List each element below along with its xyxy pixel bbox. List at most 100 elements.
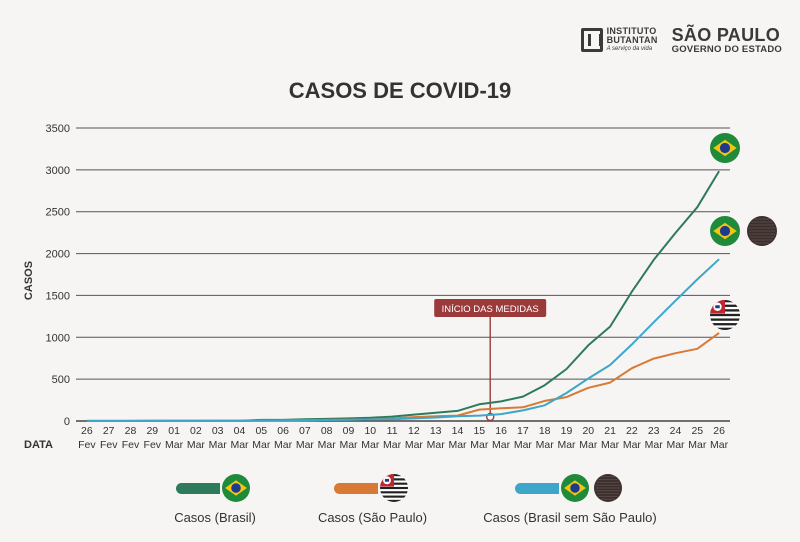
x-tick-month: Mar: [710, 439, 729, 451]
y-tick-label: 1000: [46, 332, 70, 344]
x-tick-day: 14: [452, 425, 464, 437]
sp-logo-line2: GOVERNO DO ESTADO: [671, 44, 782, 55]
x-tick-month: Mar: [209, 439, 228, 451]
legend-swatch: [176, 482, 220, 494]
x-tick-day: 06: [277, 425, 289, 437]
line-chart: 0 500 1000 1500 2000 2500 3000 3500 CASOS DATA 26 F…: [23, 123, 777, 451]
x-tick-day: 27: [103, 425, 115, 437]
x-axis-label: DATA: [24, 439, 53, 451]
brazil-flag-icon: [561, 474, 589, 502]
no-sp-flag-icon: [594, 474, 622, 502]
butantan-logo: INSTITUTO BUTANTAN A serviço da vida: [580, 25, 658, 54]
x-tick-day: 09: [343, 425, 355, 437]
y-tick-label: 2500: [46, 207, 70, 219]
legend-swatch: [333, 482, 378, 494]
x-tick-day: 10: [364, 425, 376, 437]
no-sp-flag-icon: [747, 216, 777, 246]
x-tick-month: Mar: [274, 439, 293, 451]
x-tick-month: Mar: [666, 439, 685, 451]
x-tick-day: 15: [473, 425, 485, 437]
x-tick-month: Mar: [361, 439, 380, 451]
x-tick-day: 04: [234, 425, 246, 437]
x-tick-month: Fev: [122, 439, 140, 451]
legend-label-sao-paulo: Casos (São Paulo): [317, 510, 428, 525]
x-tick-month: Mar: [601, 439, 620, 451]
x-tick-day: 03: [212, 425, 224, 437]
x-tick-month: Mar: [383, 439, 402, 451]
y-tick-label: 3500: [46, 123, 70, 135]
x-tick-month: Mar: [536, 439, 555, 451]
x-tick-day: 20: [582, 425, 594, 437]
legend-item-sao-paulo: Casos (São Paulo): [300, 472, 445, 525]
x-tick-day: 26: [81, 425, 93, 437]
x-tick-month: Mar: [427, 439, 446, 451]
butantan-mark-icon: [580, 28, 603, 53]
brazil-flag-icon: [222, 474, 250, 502]
y-axis-label: CASOS: [23, 261, 35, 300]
y-tick-label: 500: [52, 374, 70, 386]
y-tick-label: 2000: [46, 249, 70, 261]
sp-government-logo: SÃO PAULO GOVERNO DO ESTADO: [672, 26, 782, 55]
x-tick-month: Mar: [165, 439, 184, 451]
x-tick-month: Fev: [100, 439, 118, 451]
x-tick-day: 22: [626, 425, 638, 437]
x-tick-day: 12: [408, 425, 420, 437]
legend-label-brasil: Casos (Brasil): [174, 510, 256, 525]
x-tick-month: Mar: [492, 439, 511, 451]
x-tick-month: Mar: [187, 439, 206, 451]
y-tick-label: 0: [64, 416, 70, 428]
x-tick-day: 07: [299, 425, 311, 437]
x-tick-day: 02: [190, 425, 202, 437]
legend-icons: [379, 474, 408, 502]
brazil-flag-icon: [710, 133, 740, 163]
x-tick-month: Mar: [688, 439, 707, 451]
x-tick-month: Mar: [252, 439, 271, 451]
x-tick-day: 25: [691, 425, 703, 437]
legend-item-brasil-sem-sp: Casos (Brasil sem São Paulo): [470, 472, 670, 525]
sp-logo-line1: SÃO PAULO: [671, 25, 780, 45]
butantan-line2: BUTANTAN: [606, 34, 658, 45]
y-tick-label: 1500: [46, 290, 70, 302]
legend-swatch: [515, 482, 559, 494]
x-tick-month: Mar: [623, 439, 642, 451]
butantan-tagline: A serviço da vida: [606, 45, 653, 52]
legend-item-brasil: Casos (Brasil): [150, 472, 280, 525]
y-tick-label: 3000: [46, 165, 70, 177]
x-tick-day: 24: [670, 425, 682, 437]
sp-flag-icon: [710, 300, 740, 330]
x-tick-day: 16: [495, 425, 507, 437]
x-tick-month: Mar: [579, 439, 598, 451]
x-tick-day: 11: [387, 425, 398, 437]
annotation-box: [434, 299, 547, 317]
annotation-label: INÍCIO DAS MEDIDAS: [442, 304, 539, 315]
x-tick-month: Mar: [230, 439, 249, 451]
x-tick-month: Mar: [339, 439, 358, 451]
x-tick-day: 13: [430, 425, 442, 437]
x-tick-month: Mar: [318, 439, 337, 451]
x-tick-month: Mar: [448, 439, 467, 451]
x-tick-month: Fev: [144, 439, 162, 451]
butantan-line1: INSTITUTO: [606, 25, 657, 36]
x-tick-month: Fev: [78, 439, 96, 451]
x-tick-month: Mar: [405, 439, 424, 451]
legend-label-brasil-sem-sp: Casos (Brasil sem São Paulo): [483, 510, 657, 525]
x-tick-day: 08: [321, 425, 333, 437]
x-tick-day: 01: [168, 425, 180, 437]
x-tick-day: 26: [713, 425, 725, 437]
x-tick-month: Mar: [645, 439, 664, 451]
brazil-flag-icon: [710, 216, 740, 246]
legend-icons: [222, 474, 250, 502]
x-tick-month: Mar: [557, 439, 576, 451]
x-tick-day: 19: [561, 425, 573, 437]
x-tick-day: 17: [517, 425, 529, 437]
x-tick-day: 23: [648, 425, 660, 437]
x-tick-month: Mar: [514, 439, 533, 451]
x-tick-day: 18: [539, 425, 551, 437]
chart-legend: Casos (Brasil) Casos (São Paulo) Casos (…: [0, 472, 800, 532]
x-tick-month: Mar: [470, 439, 489, 451]
series-line-brasil-sem-sp: [86, 258, 720, 422]
x-tick-day: 28: [125, 425, 137, 437]
x-tick-day: 05: [255, 425, 267, 437]
series-line-sao-paulo: [86, 332, 720, 422]
legend-icons: [561, 474, 622, 502]
